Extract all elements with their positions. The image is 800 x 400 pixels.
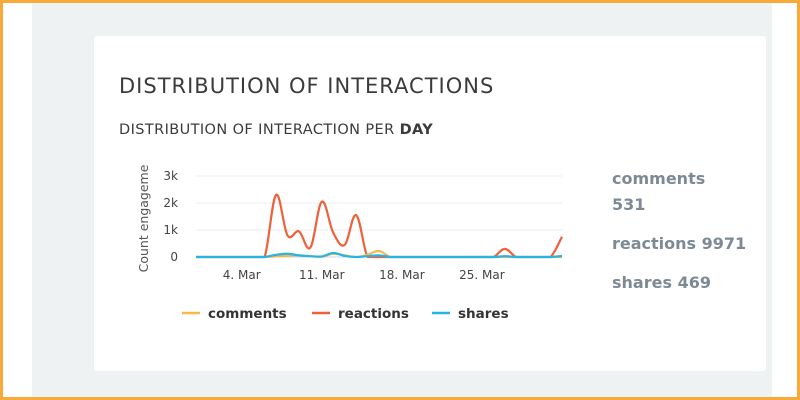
x-tick-label: 25. Mar [459, 268, 505, 282]
interactions-line-chart: 0 1k 2k 3k Count engageme 4. Mar 11. Mar 18. Ma… [136, 164, 563, 322]
legend-label-shares: shares [458, 306, 509, 322]
total-shares-label: shares [612, 273, 672, 292]
card-title: DISTRIBUTION OF INTERACTIONS [119, 74, 495, 98]
y-tick-label: 3k [163, 169, 178, 183]
x-tick-label: 11. Mar [299, 268, 345, 282]
chart-subtitle: DISTRIBUTION OF INTERACTION PER DAY [119, 122, 433, 138]
series-line-shares [196, 251, 563, 259]
total-comments-value: 531 [612, 195, 646, 214]
total-shares: shares 469 [612, 270, 772, 296]
subtitle-prefix: DISTRIBUTION OF INTERACTION PER [119, 122, 395, 138]
legend-label-comments: comments [208, 306, 287, 322]
legend-label-reactions: reactions [338, 306, 409, 322]
totals-panel: comments 531 reactions 9971 shares 469 [612, 166, 772, 309]
y-tick-label: 0 [170, 250, 178, 264]
y-tick-label: 1k [163, 223, 178, 237]
interactions-card: DISTRIBUTION OF INTERACTIONS DISTRIBUTIO… [94, 36, 766, 371]
series-line-reactions [196, 193, 563, 259]
dashboard-panel: DISTRIBUTION OF INTERACTIONS DISTRIBUTIO… [32, 3, 772, 397]
total-shares-value: 469 [677, 273, 711, 292]
x-tick-label: 18. Mar [379, 268, 425, 282]
total-comments: comments 531 [612, 166, 732, 218]
total-reactions-value: 9971 [701, 234, 747, 253]
y-tick-label: 2k [163, 196, 178, 210]
total-comments-label: comments [612, 169, 706, 188]
x-tick-label: 4. Mar [223, 268, 261, 282]
total-reactions-label: reactions [612, 234, 697, 253]
y-axis-label: Count engageme [136, 164, 151, 272]
subtitle-period: DAY [399, 122, 434, 138]
total-reactions: reactions 9971 [612, 231, 772, 257]
